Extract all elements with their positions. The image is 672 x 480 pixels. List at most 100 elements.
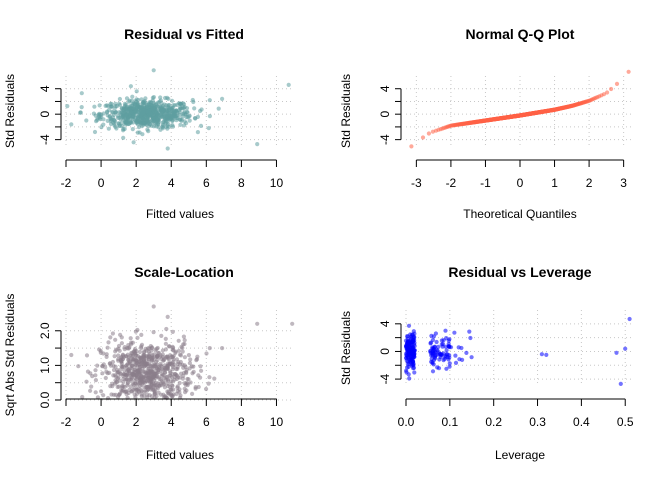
data-point — [95, 395, 100, 400]
x-tick-label: 0.3 — [529, 415, 546, 429]
data-point — [101, 362, 106, 367]
data-point — [147, 370, 152, 375]
data-point — [123, 120, 128, 125]
data-point — [198, 364, 203, 369]
chart-title: Normal Q-Q Plot — [466, 26, 575, 42]
data-point — [164, 124, 169, 130]
data-point — [141, 121, 146, 126]
x-tick-label: 0.5 — [617, 415, 634, 429]
data-point — [108, 335, 113, 340]
data-point — [457, 357, 462, 362]
data-point — [409, 345, 414, 351]
x-axis-label: Fitted values — [146, 448, 214, 462]
data-point — [128, 84, 133, 89]
data-point — [134, 358, 139, 363]
x-tick-label: 0.0 — [398, 415, 415, 429]
data-point — [447, 361, 452, 366]
data-point — [147, 122, 152, 127]
data-point — [134, 377, 139, 382]
data-point — [159, 373, 165, 378]
data-point — [186, 353, 191, 358]
data-point — [103, 375, 108, 381]
data-point — [153, 383, 158, 388]
chart-panel-4: Residual vs Leverage 0.0 0.1 0.2 0.3 0.4 0.5 -4… — [339, 264, 634, 462]
data-point — [185, 376, 190, 382]
chart-panel-2: Normal Q-Q Plot -3 -2 -1 0 1 2 3 -4 0 4 Theoretical… — [339, 26, 634, 221]
data-point — [181, 104, 186, 110]
data-point — [165, 314, 170, 319]
x-axis: -2 0 2 4 6 8 10 — [61, 398, 283, 429]
x-axis: -2 0 2 4 6 8 10 — [61, 159, 284, 190]
data-point — [123, 377, 128, 382]
data-point — [430, 361, 435, 366]
data-point — [459, 345, 464, 351]
data-point — [170, 344, 175, 349]
data-point — [626, 69, 631, 74]
data-point — [406, 323, 412, 328]
data-point — [286, 82, 291, 87]
data-point — [93, 378, 98, 383]
data-point — [150, 371, 155, 376]
data-point — [170, 105, 176, 110]
data-point — [101, 393, 106, 398]
data-point — [133, 381, 138, 386]
data-point — [431, 334, 436, 339]
data-point — [122, 347, 127, 352]
data-point — [113, 104, 118, 109]
data-point — [165, 146, 170, 151]
x-tick-label: 10 — [270, 176, 284, 190]
data-point — [154, 117, 159, 122]
data-point — [180, 376, 185, 381]
data-point — [155, 345, 160, 351]
data-point — [184, 367, 189, 372]
y-tick-label: 4 — [38, 85, 52, 92]
y-tick-label: 4 — [378, 85, 392, 92]
data-point — [92, 129, 98, 135]
data-point — [135, 130, 140, 135]
data-point — [136, 368, 141, 373]
y-tick-label: 0 — [378, 348, 392, 355]
data-point — [125, 117, 130, 122]
data-point — [190, 97, 195, 103]
data-point — [104, 352, 109, 357]
data-point — [188, 357, 193, 362]
y-axis: -4 0 4 — [38, 85, 62, 145]
data-point — [178, 102, 183, 107]
data-point — [118, 367, 123, 372]
data-point — [147, 361, 152, 366]
data-point — [117, 348, 122, 353]
data-point — [112, 123, 117, 128]
data-point — [134, 97, 139, 102]
data-point — [129, 120, 134, 125]
data-point — [468, 335, 473, 341]
data-point — [605, 90, 610, 95]
data-point — [207, 346, 212, 351]
data-point — [126, 346, 131, 351]
data-point — [89, 384, 94, 389]
data-point — [162, 115, 168, 121]
data-point — [134, 106, 139, 111]
points — [69, 304, 295, 401]
data-point — [148, 377, 153, 382]
data-point — [79, 105, 84, 110]
data-point — [171, 112, 176, 117]
data-point — [124, 363, 129, 368]
data-point — [145, 118, 150, 123]
data-point — [181, 334, 186, 339]
data-point — [91, 111, 96, 116]
data-point — [140, 132, 145, 137]
x-tick-label: 4 — [168, 176, 175, 190]
data-point — [428, 341, 433, 346]
data-point — [116, 353, 121, 358]
data-point — [138, 380, 143, 385]
data-point — [166, 96, 171, 101]
x-tick-label: 6 — [203, 415, 210, 429]
data-point — [139, 356, 144, 361]
data-point — [405, 365, 410, 370]
data-point — [167, 344, 172, 349]
data-point — [114, 126, 119, 131]
data-point — [138, 111, 143, 116]
data-point — [95, 116, 100, 121]
data-point — [623, 346, 628, 351]
points — [65, 68, 291, 151]
